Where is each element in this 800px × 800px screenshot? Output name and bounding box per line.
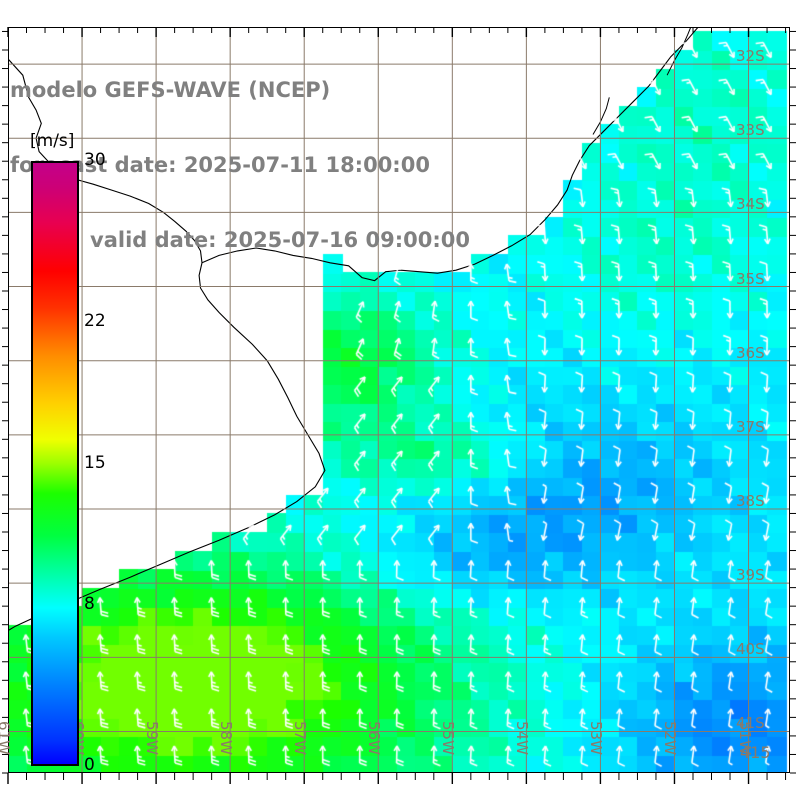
lat-label-38s: 38S: [736, 492, 765, 510]
lat-label-33s: 33S: [736, 121, 765, 140]
lon-label-57w: 57W: [291, 721, 310, 755]
lon-label-55w: 55W: [439, 721, 458, 755]
lon-label-53w: 53W: [587, 721, 606, 755]
colorbar-tick-0: 0: [84, 755, 95, 775]
lon-label-59w: 59W: [143, 721, 162, 755]
lat-label-37s: 37S: [736, 417, 765, 436]
colorbar-tick-30: 30: [84, 150, 106, 170]
colorbar-gradient: [31, 161, 79, 766]
lat-label-35s: 35S: [736, 269, 765, 288]
colorbar-tick-15: 15: [84, 452, 106, 473]
wind-barb-overlay: [8, 27, 790, 773]
graticule-grid: [8, 27, 790, 773]
lon-label-61w: 61W: [0, 721, 13, 755]
colorbar-unit-label: [m/s]: [30, 131, 75, 151]
lon-label-52w: 52W: [661, 721, 680, 755]
lat-label-39s: 39S: [736, 566, 765, 585]
corner-value-label: 415: [740, 743, 771, 762]
lat-label-36s: 36S: [736, 343, 765, 362]
colorbar-tick-22: 22: [84, 311, 106, 332]
lat-label-32s: 32S: [736, 47, 765, 66]
lat-label-41s: 41S: [736, 714, 765, 733]
colorbar-tick-8: 8: [84, 593, 95, 614]
map-canvas-area: [8, 27, 790, 773]
lat-label-34s: 34S: [736, 195, 765, 214]
lon-label-54w: 54W: [513, 721, 532, 755]
lon-label-58w: 58W: [217, 721, 236, 755]
lon-label-56w: 56W: [365, 721, 384, 755]
lat-label-40s: 40S: [736, 640, 765, 659]
